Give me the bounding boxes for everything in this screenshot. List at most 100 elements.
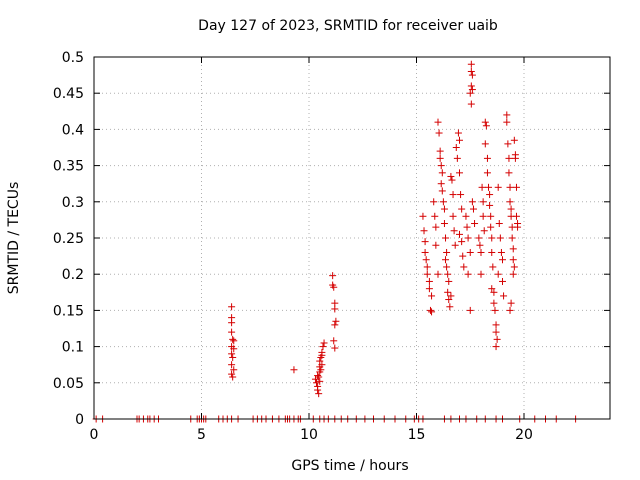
data-point [504,140,512,148]
data-point [420,227,428,235]
data-point [444,270,452,278]
y-tick-label: 0.2 [62,267,84,283]
data-point [445,296,453,304]
data-point [442,256,450,264]
data-point [456,169,463,177]
data-point [483,154,491,162]
data-point [499,256,506,264]
data-point [430,198,438,206]
data-point [431,212,439,220]
grid [94,57,610,419]
data-point [316,377,324,385]
data-point [494,270,502,278]
data-point [318,361,326,369]
data-point [229,353,237,361]
y-tick-label: 0.3 [62,195,84,211]
data-point [230,337,238,345]
data-point [228,350,236,358]
data-point [434,118,442,126]
data-point [447,292,455,300]
data-point [446,303,454,311]
data-point [468,198,476,206]
data-point [228,370,236,378]
data-point [500,292,508,300]
data-point [438,169,446,177]
data-point [512,183,520,191]
data-point [228,328,236,336]
x-tick-label: 15 [408,427,426,443]
data-point [318,348,326,356]
data-point [442,234,450,242]
data-point [419,212,427,220]
x-tick-label: 10 [300,427,318,443]
data-point [509,256,517,264]
data-point [320,339,328,347]
data-point [477,248,485,256]
data-point [506,183,514,191]
data-point [488,248,496,256]
data-point [478,183,486,191]
data-point [428,292,436,300]
x-tick-label: 20 [515,427,533,443]
data-point [423,270,431,278]
data-point [486,191,494,199]
data-point [467,82,475,90]
data-point [496,234,504,242]
data-point [485,183,493,191]
data-point [508,234,516,242]
data-point [443,263,451,271]
data-point [466,306,474,314]
data-point [315,390,323,398]
data-point [463,223,471,231]
x-axis-label: GPS time / hours [291,458,408,474]
data-point [507,299,515,307]
data-point [479,212,487,220]
data-point [421,248,429,256]
y-tick-label: 0 [75,412,84,428]
y-tick-label: 0.35 [53,159,84,175]
y-tick-label: 0.1 [62,340,84,356]
y-tick-label: 0.45 [53,86,84,102]
y-tick-label: 0.4 [62,122,84,138]
data-point [332,317,340,325]
data-point [514,223,522,231]
data-point [486,201,494,209]
data-point [480,227,488,235]
data-point [483,169,491,177]
data-point [228,303,236,311]
data-point [467,67,475,75]
data-point [466,89,474,97]
data-point [443,248,451,256]
data-point [319,343,327,351]
data-point [450,227,458,235]
data-point [440,205,448,213]
data-point [330,337,338,345]
y-axis-label: SRMTID / TECUs [6,182,22,295]
data-point [229,373,237,381]
data-point [459,252,467,260]
data-point [290,366,298,374]
data-point [462,212,470,220]
data-point [509,245,517,253]
data-point [456,136,463,144]
data-point [331,321,339,329]
data-point [505,169,513,177]
data-point [437,180,445,188]
data-point [449,212,457,220]
y-tick-label: 0.25 [53,231,84,247]
data-point [488,285,496,293]
data-point [452,144,460,151]
data-point [434,270,442,278]
data-point [458,205,466,213]
data-point [425,277,433,285]
data-point [510,136,518,144]
data-point [457,191,465,199]
data-point [439,198,447,206]
data-point [460,263,468,271]
data-point [506,198,514,206]
data-point [229,335,237,343]
data-point [468,86,476,94]
data-point [467,60,475,68]
data-point [315,373,323,381]
data-points [92,60,580,423]
